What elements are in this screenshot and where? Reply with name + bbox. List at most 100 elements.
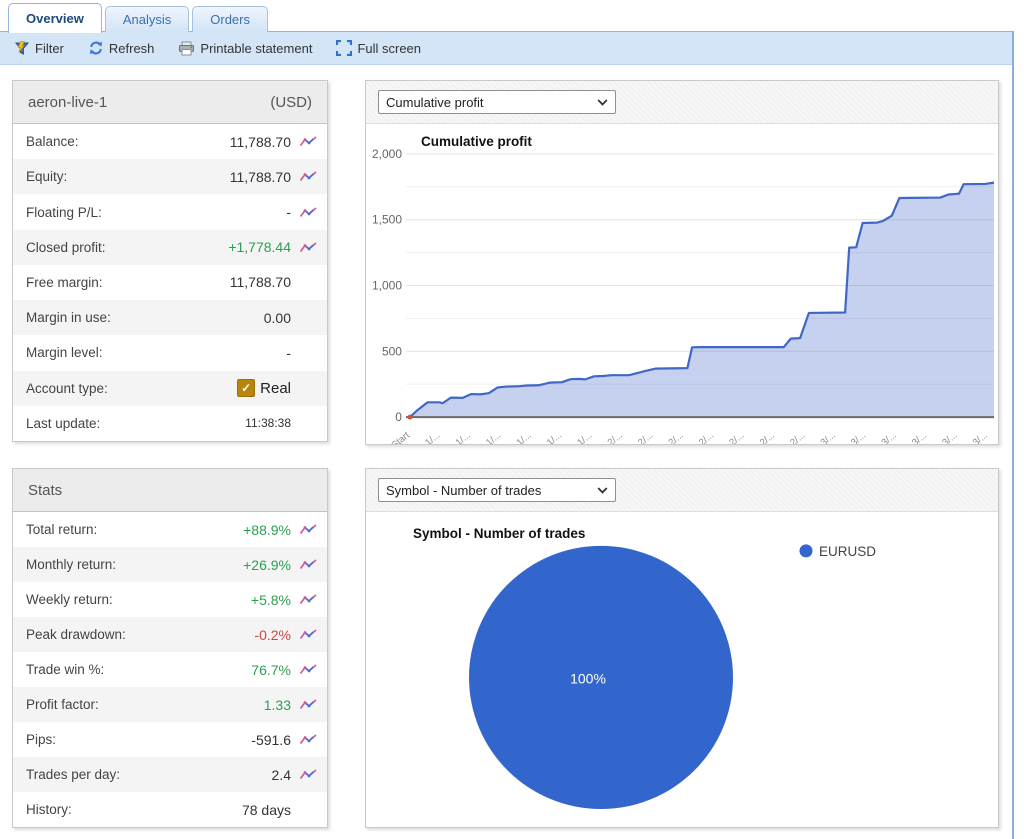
svg-text:2/...: 2/... — [727, 430, 746, 444]
toolbar-printable-statement-button[interactable]: Printable statement — [178, 41, 312, 56]
mini-chart-icon[interactable] — [299, 558, 318, 571]
table-row: Margin level: - — [13, 335, 327, 371]
svg-text:2/...: 2/... — [606, 430, 625, 444]
table-row: Profit factor: 1.33 — [13, 687, 327, 722]
monthly-return-label: Monthly return: — [26, 557, 117, 572]
account-type-label: Account type: — [26, 380, 108, 396]
free-margin-label: Free margin: — [26, 274, 103, 290]
table-row: Trade win %: 76.7% — [13, 652, 327, 687]
peak-drawdown-label: Peak drawdown: — [26, 627, 126, 642]
tab-overview[interactable]: Overview — [8, 3, 102, 33]
svg-text:Cumulative profit: Cumulative profit — [421, 134, 532, 149]
table-row: Balance: 11,788.70 — [13, 124, 327, 160]
profit-factor-value: 1.33 — [263, 696, 291, 713]
symbol-trades-chart: Symbol - Number of trades 100% EURUSD — [366, 512, 998, 827]
toolbar-label: Printable statement — [200, 40, 313, 56]
toolbar-filter-button[interactable]: Filter — [14, 41, 64, 56]
table-row: History: 78 days — [13, 792, 327, 827]
trades-per-day-value: 2.4 — [271, 766, 291, 783]
balance-label: Balance: — [26, 134, 79, 150]
mini-chart-icon[interactable] — [299, 698, 318, 711]
svg-text:3/...: 3/... — [849, 430, 868, 444]
svg-text:100%: 100% — [570, 670, 606, 686]
total-return-label: Total return: — [26, 522, 98, 537]
svg-text:3/...: 3/... — [879, 430, 898, 444]
mini-chart-icon[interactable] — [299, 523, 318, 536]
profit-chart-strip: Cumulative profit — [366, 81, 998, 124]
mini-chart-icon[interactable] — [299, 170, 318, 183]
profit-chart-select[interactable]: Cumulative profit — [378, 90, 616, 114]
mini-chart-icon[interactable] — [299, 206, 318, 219]
svg-text:2/...: 2/... — [636, 430, 655, 444]
filter-icon — [14, 40, 30, 56]
margin-level-value: - — [286, 344, 291, 361]
equity-value: 11,788.70 — [229, 168, 291, 185]
symbol-trades-panel: Symbol - Number of trades Symbol - Numbe… — [365, 468, 999, 828]
floating-p-l-label: Floating P/L: — [26, 204, 102, 220]
margin-in-use-value: 0.00 — [263, 309, 291, 326]
toolbar-label: Refresh — [108, 40, 155, 56]
mini-chart-icon[interactable] — [299, 663, 318, 676]
toolbar-refresh-button[interactable]: Refresh — [88, 40, 155, 56]
real-account-checkbox[interactable]: ✓ — [237, 379, 256, 398]
last-update-value: 11:38:38 — [245, 416, 291, 431]
svg-text:2/...: 2/... — [667, 430, 686, 444]
svg-text:3/...: 3/... — [971, 430, 990, 444]
svg-text:2/...: 2/... — [697, 430, 716, 444]
stats-panel: Stats Total return: +88.9% Monthly return:… — [12, 468, 328, 828]
stats-title: Stats — [28, 481, 63, 499]
svg-text:0: 0 — [395, 410, 402, 424]
symbol-chart-select[interactable]: Symbol - Number of trades — [378, 478, 616, 502]
profit-chart-select-value: Cumulative profit — [386, 94, 484, 110]
table-row: Floating P/L: - — [13, 194, 327, 230]
tab-bar: Overview Analysis Orders — [8, 0, 268, 33]
svg-text:2/...: 2/... — [758, 430, 777, 444]
mini-chart-icon[interactable] — [299, 733, 318, 746]
profit-factor-label: Profit factor: — [26, 697, 99, 712]
mini-chart-icon[interactable] — [299, 241, 318, 254]
page-frame-line — [1012, 31, 1014, 839]
trade-win-value: 76.7% — [251, 661, 291, 678]
svg-text:3/...: 3/... — [910, 430, 929, 444]
svg-text:1/...: 1/... — [423, 430, 442, 444]
mini-chart-icon[interactable] — [299, 628, 318, 641]
equity-label: Equity: — [26, 169, 68, 185]
mini-chart-icon[interactable] — [299, 135, 318, 148]
trades-per-day-label: Trades per day: — [26, 767, 121, 782]
weekly-return-label: Weekly return: — [26, 592, 113, 607]
account-currency: (USD) — [270, 93, 312, 111]
symbol-chart-strip: Symbol - Number of trades — [366, 469, 998, 512]
printer-icon — [178, 41, 195, 56]
margin-in-use-label: Margin in use: — [26, 310, 111, 326]
fullscreen-icon — [336, 40, 353, 56]
last-update-label: Last update: — [26, 415, 101, 431]
chevron-down-icon — [597, 486, 608, 494]
pips-label: Pips: — [26, 732, 57, 747]
toolbar-full-screen-button[interactable]: Full screen — [336, 40, 421, 56]
stats-panel-header: Stats — [13, 469, 327, 512]
cumulative-profit-svg: 0 500 1,000 1,500 2,000 Start 1/... 1/... 1/... 1… — [372, 134, 995, 444]
tab-analysis[interactable]: Analysis — [104, 6, 190, 32]
svg-text:1/...: 1/... — [454, 430, 473, 444]
free-margin-value: 11,788.70 — [229, 274, 291, 291]
table-row: Weekly return: +5.8% — [13, 582, 327, 617]
table-row: Monthly return: +26.9% — [13, 547, 327, 582]
mini-chart-icon[interactable] — [299, 768, 318, 781]
tab-orders[interactable]: Orders — [192, 6, 268, 32]
table-row: Equity: 11,788.70 — [13, 159, 327, 195]
margin-level-label: Margin level: — [26, 345, 103, 361]
table-row: Trades per day: 2.4 — [13, 757, 327, 792]
table-row: Free margin: 11,788.70 — [13, 264, 327, 301]
svg-text:1/...: 1/... — [545, 430, 564, 444]
chevron-down-icon — [597, 98, 608, 106]
toolbar: Filter Refresh Printable statement Full scr… — [0, 31, 1013, 65]
svg-text:1,500: 1,500 — [372, 213, 402, 227]
account-type-value: Real — [260, 379, 291, 397]
mini-chart-icon[interactable] — [299, 593, 318, 606]
svg-text:1/...: 1/... — [484, 430, 503, 444]
svg-text:2,000: 2,000 — [372, 147, 402, 161]
cumulative-profit-panel: Cumulative profit 0 500 1,000 1,500 2,000 Sta… — [365, 80, 999, 445]
table-row: Closed profit: +1,778.44 — [13, 229, 327, 265]
balance-value: 11,788.70 — [229, 133, 291, 150]
closed-profit-label: Closed profit: — [26, 239, 106, 255]
